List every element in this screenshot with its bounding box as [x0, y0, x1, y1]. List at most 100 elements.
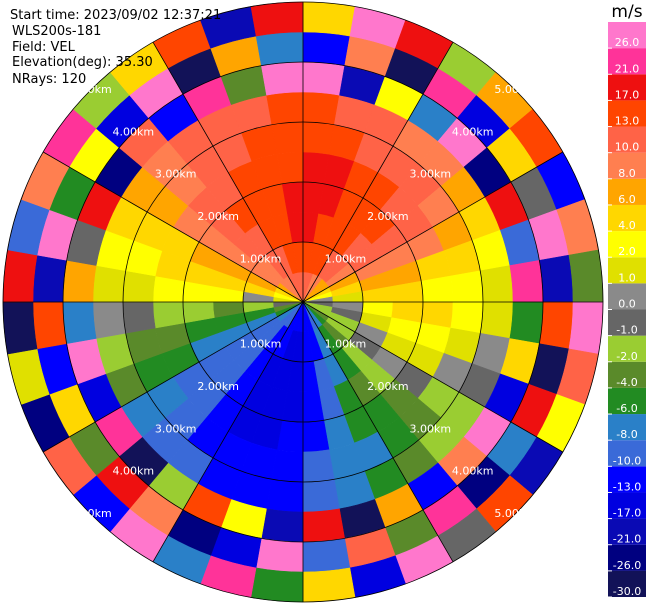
colorbar-segment [608, 466, 646, 493]
gate-cell [479, 265, 514, 303]
colorbar-label: 6.0 [618, 193, 636, 206]
range-ring [122, 121, 484, 483]
colorbar-label: -17.0 [613, 507, 641, 520]
colorbar-segment [608, 152, 646, 179]
colorbar-segment [608, 414, 646, 441]
gate-cell [266, 91, 304, 126]
ring-label: 5.00km [494, 83, 536, 96]
ring-label: 3.00km [155, 422, 197, 435]
nrays: NRays: 120 [12, 72, 86, 87]
colorbar-segment [608, 440, 646, 467]
colorbar-segment [608, 387, 646, 415]
ring-label: 1.00km [240, 253, 282, 266]
gate-cell [92, 265, 127, 303]
colorbar-segment [608, 126, 646, 153]
colorbar-label: 17.0 [615, 88, 640, 101]
range-ring [182, 181, 424, 423]
colorbar-label: -1.0 [616, 324, 637, 337]
gate-cell [509, 260, 544, 303]
colorbar-label: 1.0 [618, 271, 636, 284]
colorbar-segment [608, 518, 646, 545]
colorbar-segment [608, 74, 646, 101]
ring-label: 3.00km [409, 422, 451, 435]
gate-cell [271, 121, 304, 155]
gate-cell [302, 449, 335, 483]
ring-label: 4.00km [452, 465, 494, 478]
overlay: 1.00km 1.00km 1.00km 1.00km 2.00km 2.00km 2.00… [2, 1, 604, 603]
ring-label: 2.00km [197, 210, 239, 223]
colorbar-segment [608, 204, 646, 232]
gate-cell [302, 538, 351, 573]
ring-label: 2.00km [197, 380, 239, 393]
colorbar-segment [608, 231, 646, 258]
gate-cell [302, 121, 335, 155]
gate-cell [302, 61, 345, 96]
range-ring [2, 1, 604, 603]
gate-cell [509, 301, 544, 344]
elevation: Elevation(deg): 35.30 [12, 55, 153, 70]
ring-label: 1.00km [325, 253, 367, 266]
gate-cell [302, 31, 351, 66]
ring-label: 5.00km [70, 507, 112, 520]
ring-label: 5.00km [70, 83, 112, 96]
start-time: Start time: 2023/09/02 12:37:21 [10, 8, 221, 23]
ring-label: 4.00km [113, 465, 155, 478]
gate-cell [450, 301, 484, 334]
gate-cell [62, 260, 97, 303]
gate-cell [302, 508, 345, 543]
gate-cell [450, 270, 484, 303]
gate-cell [539, 254, 574, 303]
spoke [152, 41, 304, 303]
gate-cell [479, 301, 514, 339]
colorbar-segment [608, 544, 646, 571]
ring-label: 4.00km [452, 125, 494, 138]
colorbar-label: -8.0 [616, 428, 637, 441]
colorbar-segment [608, 361, 646, 388]
colorbar-segment [608, 283, 646, 310]
spoke [152, 301, 304, 563]
colorbar-segment [608, 257, 646, 284]
colorbar-segment [608, 335, 646, 362]
ring-label: 2.00km [367, 210, 409, 223]
ring-label: 5.00km [494, 507, 536, 520]
gate-cell [250, 1, 304, 37]
gate-cell [2, 249, 38, 303]
gate-cell [271, 449, 304, 483]
colorbar-label: 8.0 [618, 167, 636, 180]
gate-cell [92, 301, 127, 339]
colorbar-segment [608, 178, 646, 205]
ring-label: 3.00km [409, 168, 451, 181]
colorbar-label: 21.0 [615, 62, 640, 75]
colorbar-title: m/s [611, 2, 642, 22]
range-ring [62, 61, 544, 543]
colorbar-label: -13.0 [613, 480, 641, 493]
spoke [302, 41, 454, 303]
colorbar-label: -2.0 [616, 350, 637, 363]
ring-label: 1.00km [325, 337, 367, 350]
ring-label: 3.00km [155, 168, 197, 181]
colorbar-segment [608, 48, 646, 75]
colorbar-label: -4.0 [616, 376, 637, 389]
gate-cell [122, 301, 156, 334]
colorbar-label: -26.0 [613, 559, 641, 572]
gate-cell [568, 249, 604, 303]
gate-cell [261, 508, 304, 543]
spoke [42, 151, 304, 303]
colorbar-segment [608, 100, 646, 127]
spoke [42, 301, 304, 453]
colorbar-segment [608, 570, 646, 597]
ring-label: 1.00km [240, 337, 282, 350]
spoke [302, 301, 564, 453]
gate-cell [266, 478, 304, 513]
colorbar-label: -6.0 [616, 402, 637, 415]
colorbar-label: -10.0 [613, 454, 641, 467]
ring-label: 4.00km [113, 125, 155, 138]
colorbar-label: 2.0 [618, 245, 636, 258]
gate-cell [302, 91, 340, 126]
gate-cell [539, 301, 574, 350]
colorbar-label: 26.0 [615, 36, 640, 49]
range-ring [242, 241, 364, 363]
gate-cell [32, 301, 67, 350]
colorbar-segment [608, 492, 646, 519]
